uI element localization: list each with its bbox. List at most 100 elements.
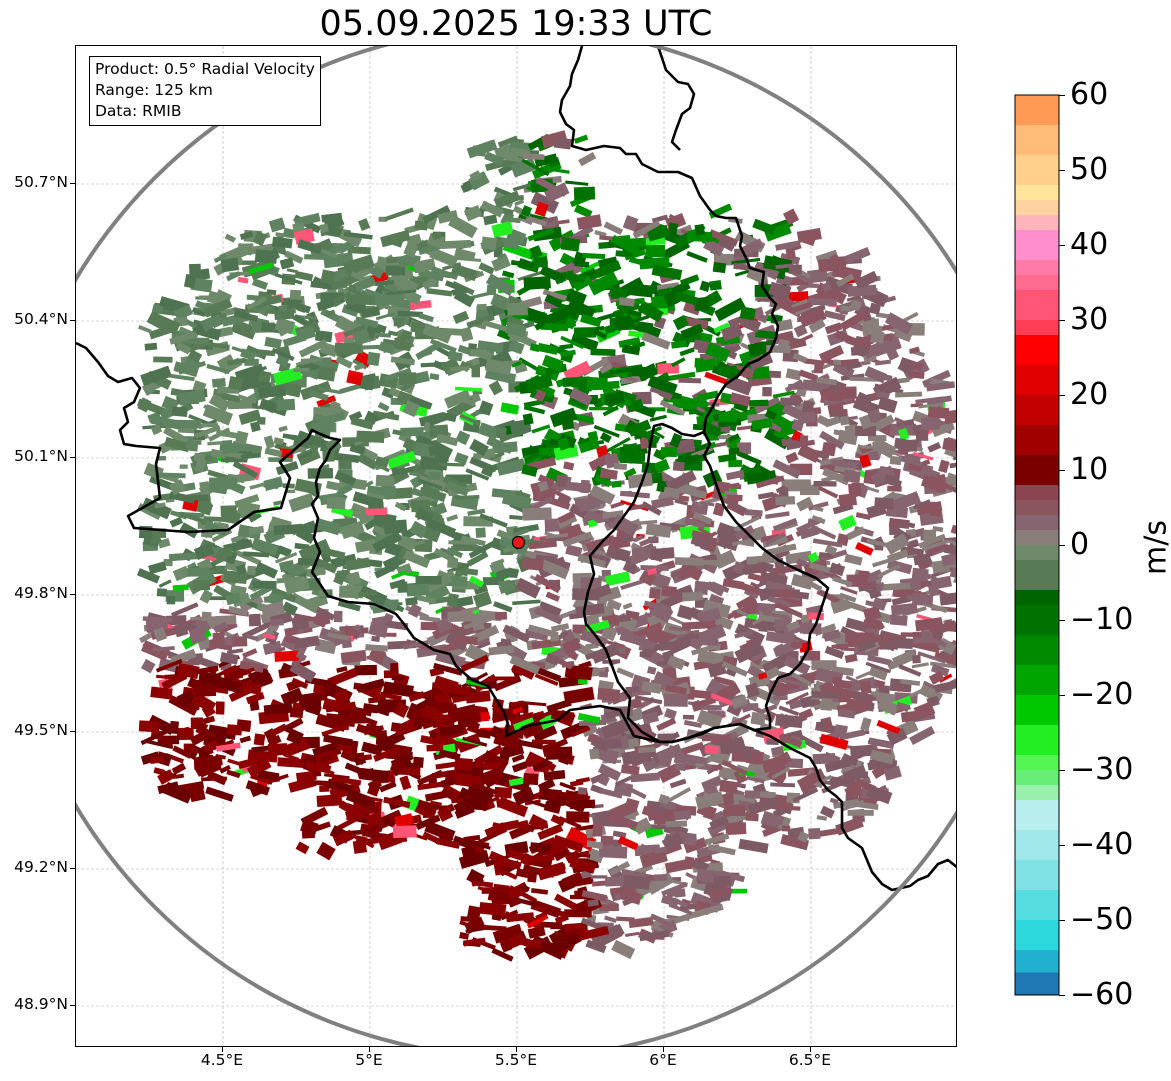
echo-outbound (664, 683, 688, 696)
echo-inbound (333, 291, 352, 303)
echo-mixed-north (678, 377, 702, 384)
echo-outbound (837, 708, 856, 719)
echo-outbound-strong (424, 789, 455, 802)
echo-outbound-strong (531, 739, 556, 745)
lon-tick (516, 1047, 517, 1052)
echo-outbound (751, 686, 782, 707)
echo-outbound-strong (270, 723, 288, 737)
echo-outbound-strong (478, 766, 504, 786)
echo-inbound-strong (570, 333, 599, 352)
echo-inbound-strong (651, 429, 665, 440)
echo-inbound-strong (586, 376, 608, 391)
echo-inbound-strong (539, 308, 568, 328)
echo-outbound-strong (280, 687, 304, 707)
echo-speckle (819, 733, 849, 751)
echo-inbound (277, 545, 292, 558)
echo-inbound (288, 492, 316, 513)
echo-outbound (774, 681, 791, 695)
colorbar-band (1015, 890, 1059, 921)
echo-outbound-strong (351, 833, 375, 849)
echo-speckle (248, 262, 274, 275)
echo-outbound (945, 472, 956, 493)
echo-outbound (863, 605, 882, 622)
echo-inbound (240, 452, 261, 460)
echo-outbound (931, 421, 955, 438)
echo-outbound (724, 804, 746, 817)
echo-outbound (585, 939, 607, 954)
echo-outbound-strong (281, 737, 311, 758)
echo-inbound-strong (680, 323, 704, 340)
echo-outbound (889, 658, 903, 670)
echo-outbound (729, 482, 741, 490)
echo-outbound (368, 621, 389, 638)
echo-inbound (460, 535, 486, 547)
echo-inbound (148, 561, 167, 575)
echo-inbound (483, 214, 498, 226)
echo-outbound (836, 273, 855, 288)
echo-mixed-north (599, 468, 618, 480)
echo-outbound (152, 646, 175, 652)
colorbar-band (1015, 515, 1059, 531)
echo-outbound (667, 787, 692, 803)
echo-outbound-strong (561, 871, 583, 887)
echo-inbound (509, 229, 527, 244)
echo-outbound (701, 775, 723, 792)
echo-outbound (797, 443, 821, 463)
echo-inbound (173, 361, 199, 378)
echo-inbound (378, 216, 388, 222)
echo-inbound (354, 276, 377, 292)
echo-outbound-strong (534, 905, 548, 911)
echo-outbound (634, 695, 663, 705)
echo-outbound-strong (246, 757, 272, 778)
echo-mixed-north (573, 186, 596, 201)
echo-inbound (374, 279, 395, 287)
echo-inbound (240, 365, 268, 380)
echo-inbound (330, 273, 361, 291)
echo-speckle (788, 291, 809, 302)
echo-outbound (770, 782, 796, 788)
echo-inbound-strong (714, 297, 746, 322)
echo-inbound (344, 338, 355, 343)
echo-inbound (454, 247, 476, 262)
echo-outbound (567, 650, 579, 661)
echo-inbound (413, 594, 437, 605)
echo-outbound (890, 602, 918, 616)
lat-tick (70, 868, 75, 869)
echo-outbound-strong (420, 735, 447, 747)
echo-outbound (832, 576, 853, 587)
echo-outbound-strong (559, 781, 577, 791)
echo-inbound (337, 483, 353, 496)
echo-outbound-strong (157, 769, 175, 785)
echo-outbound (841, 799, 865, 812)
echo-outbound-strong (512, 786, 536, 806)
echo-inbound (375, 474, 395, 488)
echo-outbound (557, 658, 574, 670)
echo-outbound (760, 817, 780, 830)
colorbar-band (1015, 590, 1059, 606)
echo-inbound (421, 486, 447, 503)
echo-outbound (939, 592, 956, 606)
lat-tick-label: 50.7°N (14, 173, 68, 191)
echo-outbound (757, 491, 775, 500)
echo-outbound (869, 749, 895, 765)
echo-outbound (597, 687, 621, 702)
echo-mixed-north (753, 261, 780, 281)
echo-inbound (343, 324, 366, 338)
echo-inbound (271, 236, 293, 249)
colorbar-tick-label: 50 (1070, 152, 1109, 187)
echo-outbound (844, 781, 864, 801)
echo-outbound-strong (543, 769, 566, 781)
echo-outbound-strong (508, 700, 525, 709)
echo-inbound (198, 295, 212, 300)
echo-outbound (896, 419, 915, 428)
radar-map[interactable] (75, 45, 957, 1047)
echo-inbound (512, 428, 532, 439)
lon-tick-label: 5°E (355, 1051, 383, 1069)
colorbar-band (1015, 545, 1059, 561)
echo-outbound (239, 660, 265, 673)
echo-outbound (834, 679, 853, 689)
radar-site-marker[interactable] (511, 535, 526, 550)
echo-outbound-strong (195, 721, 209, 736)
echo-outbound (871, 437, 897, 459)
echo-inbound (264, 447, 283, 458)
